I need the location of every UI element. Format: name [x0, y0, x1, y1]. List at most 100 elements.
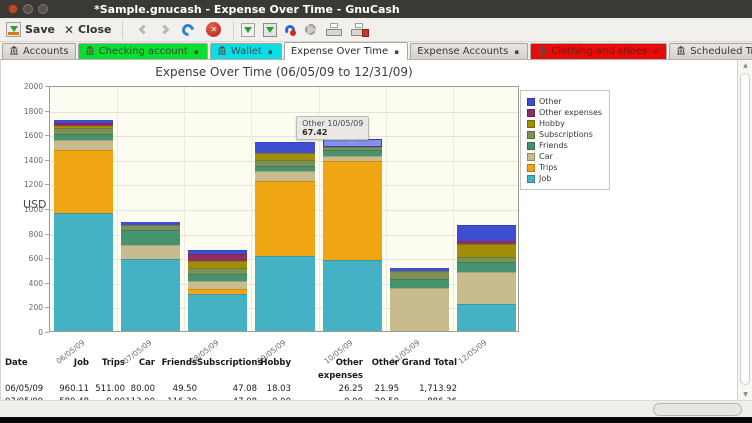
- bar-segment-trips[interactable]: [322, 161, 382, 260]
- table-cell: 18.03: [266, 384, 291, 394]
- chart-legend: Other Other expenses Hobby Subscriptions Fri…: [520, 90, 611, 190]
- bar-segment-trips[interactable]: [54, 150, 114, 213]
- legend-item: Friends: [527, 140, 602, 151]
- export-pdf-icon[interactable]: [351, 23, 370, 37]
- legend-item: Trips: [527, 162, 602, 173]
- bar-segment-car[interactable]: [188, 281, 248, 290]
- save-report-icon[interactable]: [263, 22, 278, 37]
- bar-segment-other[interactable]: [456, 225, 516, 242]
- window-minimize-button[interactable]: [23, 4, 33, 14]
- bar-segment-subscriptions[interactable]: [456, 257, 516, 263]
- bar-segment-friends[interactable]: [54, 134, 114, 141]
- close-button-label: Close: [78, 23, 112, 36]
- tab-clothing-and-shoes[interactable]: Clothing and shoes ✕: [530, 43, 668, 59]
- legend-swatch: [527, 174, 535, 183]
- bar-segment-other[interactable]: [255, 141, 315, 154]
- tab-close-icon[interactable]: ▪: [514, 47, 520, 56]
- bar-segment-trips[interactable]: [255, 180, 315, 256]
- tab-checking-account[interactable]: Checking account ▪: [77, 43, 208, 59]
- bar-segment-car[interactable]: [389, 288, 449, 331]
- tab-scheduled-transactions[interactable]: Scheduled Transactions▪: [669, 43, 752, 59]
- bar-segment-friends[interactable]: [188, 274, 248, 282]
- bar-segment-hobby[interactable]: [456, 243, 516, 258]
- bar-segment-trips[interactable]: [188, 289, 248, 295]
- legend-label: Hobby: [539, 119, 565, 128]
- bar-segment-other-expenses[interactable]: [188, 253, 248, 262]
- y-tick-label: 1600: [23, 131, 43, 141]
- bar-segment-friends[interactable]: [255, 165, 315, 171]
- bar-segment-friends[interactable]: [322, 150, 382, 156]
- tab-label: Clothing and shoes: [551, 46, 648, 57]
- status-scrollbar-thumb[interactable]: [653, 403, 742, 416]
- bar-segment-job[interactable]: [121, 258, 181, 331]
- legend-label: Friends: [539, 141, 568, 150]
- bar-segment-hobby[interactable]: [255, 153, 315, 160]
- grid-line: [50, 136, 518, 138]
- bar-segment-job[interactable]: [322, 259, 382, 331]
- bar-segment-friends[interactable]: [389, 279, 449, 289]
- window-close-button[interactable]: [8, 4, 18, 14]
- forward-icon[interactable]: [160, 24, 170, 35]
- bar-segment-subscriptions[interactable]: [322, 147, 382, 151]
- bar-segment-other-expenses[interactable]: [456, 241, 516, 244]
- tab-wallet[interactable]: Wallet ▪: [209, 43, 282, 59]
- bar-segment-hobby[interactable]: [188, 261, 248, 269]
- bar-segment-subscriptions[interactable]: [121, 224, 181, 231]
- bar-segment-other[interactable]: [389, 268, 449, 272]
- scroll-up-icon[interactable]: ▲: [743, 62, 748, 69]
- y-tick-mark: [45, 258, 49, 260]
- bar-segment-job[interactable]: [255, 255, 315, 331]
- vertical-scrollbar[interactable]: ▲ ▼: [737, 60, 752, 400]
- reload-icon[interactable]: [180, 21, 197, 38]
- tab-close-icon[interactable]: ▪: [193, 47, 199, 56]
- bar-segment-car[interactable]: [322, 155, 382, 162]
- bar-segment-subscriptions[interactable]: [255, 159, 315, 166]
- bar-segment-subscriptions[interactable]: [54, 128, 114, 135]
- bar-segment-job[interactable]: [54, 212, 114, 331]
- bar-segment-hobby[interactable]: [54, 126, 114, 129]
- bar-segment-friends[interactable]: [121, 230, 181, 245]
- report-options-icon[interactable]: [285, 24, 297, 36]
- tab-expense-over-time[interactable]: Expense Over Time ▪: [283, 42, 409, 60]
- print-icon[interactable]: [326, 23, 343, 36]
- export-icon[interactable]: [241, 22, 256, 37]
- tab-accounts[interactable]: Accounts: [2, 43, 76, 59]
- toolbar-separator: [233, 20, 235, 39]
- y-tick-mark: [45, 184, 49, 186]
- bar-segment-car[interactable]: [255, 171, 315, 181]
- bar-segment-other-expenses[interactable]: [54, 122, 114, 127]
- bar-segment-other[interactable]: [188, 250, 248, 254]
- bar-segment-subscriptions[interactable]: [188, 268, 248, 275]
- tab-close-icon[interactable]: ▪: [267, 47, 273, 56]
- bar-segment-friends[interactable]: [456, 262, 516, 273]
- bar-segment-subscriptions[interactable]: [389, 271, 449, 280]
- legend-swatch: [527, 141, 535, 150]
- table-cell: 1,713.92: [419, 384, 457, 394]
- chart-tooltip: Other 10/05/09 67.42: [296, 115, 370, 140]
- grid-line: [117, 87, 119, 331]
- save-button[interactable]: Save: [6, 22, 55, 37]
- tab-close-icon[interactable]: ▪: [394, 47, 400, 56]
- y-tick-mark: [45, 86, 49, 87]
- legend-item: Other: [527, 96, 602, 107]
- bar-segment-job[interactable]: [456, 304, 516, 331]
- close-report-button[interactable]: ✕ Close: [64, 23, 111, 37]
- bar-segment-other[interactable]: [54, 120, 114, 123]
- bar-segment-job[interactable]: [188, 294, 248, 331]
- scrollbar-thumb[interactable]: [740, 73, 750, 385]
- bar-segment-car[interactable]: [121, 244, 181, 259]
- back-icon[interactable]: [139, 24, 149, 35]
- window-maximize-button[interactable]: [38, 4, 48, 14]
- window-title: *Sample.gnucash - Expense Over Time - Gn…: [94, 2, 400, 16]
- scroll-down-icon[interactable]: ▼: [743, 391, 748, 398]
- stop-icon[interactable]: ✕: [206, 22, 222, 37]
- bar-segment-car[interactable]: [456, 272, 516, 305]
- bar-segment-other[interactable]: [121, 221, 181, 225]
- toolbar-separator: [122, 20, 124, 39]
- tab-close-icon[interactable]: ✕: [652, 47, 659, 56]
- table-cell: 26.25: [338, 384, 363, 394]
- bar-segment-car[interactable]: [54, 140, 114, 151]
- tab-expense-accounts[interactable]: Expense Accounts ▪: [410, 43, 529, 59]
- gear-icon: [305, 24, 317, 35]
